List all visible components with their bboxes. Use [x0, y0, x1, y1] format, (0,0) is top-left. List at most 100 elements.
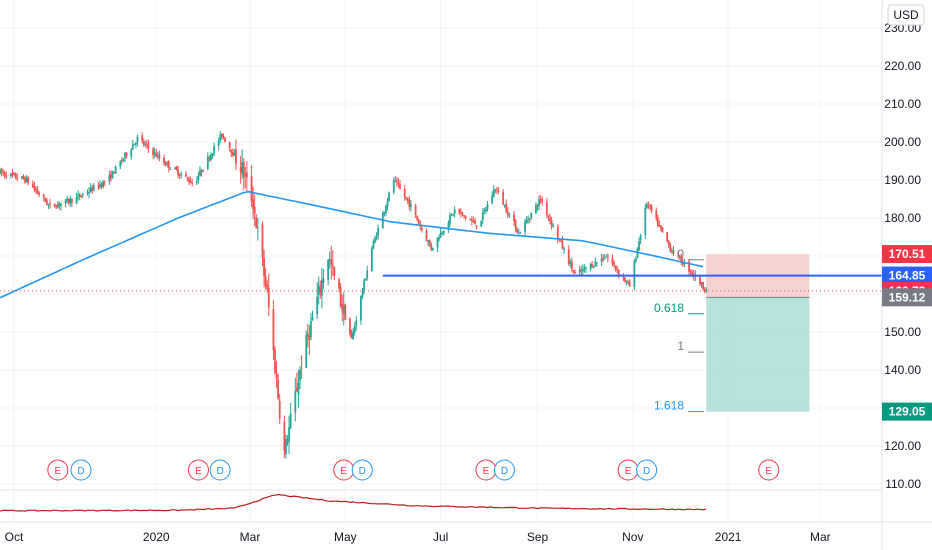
candle-body: [86, 192, 89, 194]
candle-body: [506, 211, 509, 215]
candle-body: [639, 235, 642, 241]
price-tag: 129.05: [882, 402, 932, 421]
candle-body: [228, 142, 231, 149]
candle-body: [395, 180, 398, 182]
candle-body: [322, 278, 325, 283]
candle-body: [283, 421, 286, 452]
candle-body: [377, 227, 380, 236]
drawn-lines[interactable]: [0, 274, 882, 292]
y-tick-label: 110.00: [885, 477, 921, 491]
candle-body: [405, 196, 408, 199]
candle-body: [206, 156, 209, 169]
candle-body: [277, 379, 280, 399]
candle-body: [475, 225, 478, 228]
candle-body: [549, 217, 551, 221]
fib-extension-tool[interactable]: 0 0.618 1 1.618: [654, 247, 704, 413]
candle-body: [38, 192, 40, 196]
candle-body: [617, 269, 620, 275]
candle-body: [49, 203, 51, 205]
candle-body: [366, 270, 369, 279]
candle-body: [147, 144, 150, 149]
candle-body: [616, 269, 619, 271]
candle-body: [289, 413, 292, 428]
candle-body: [474, 220, 476, 225]
candle-body: [78, 194, 81, 197]
fib-level-label: 0: [677, 247, 684, 261]
x-tick-label: May: [334, 530, 357, 544]
candle-body: [360, 296, 362, 321]
candle-body: [545, 202, 548, 215]
candle-body: [613, 262, 615, 266]
candle-body: [449, 215, 451, 224]
candle-body: [264, 275, 267, 287]
candle-body: [0, 169, 1, 174]
dividend-marker: D: [636, 459, 658, 481]
candle-body: [135, 142, 137, 144]
position-tool[interactable]: [706, 254, 810, 412]
candle-body: [253, 206, 256, 214]
candle-body: [530, 212, 533, 219]
candle-body: [66, 198, 69, 201]
candle-body: [458, 208, 461, 214]
candle-body: [680, 256, 683, 263]
event-label: E: [625, 466, 632, 477]
dividend-marker: D: [493, 459, 515, 481]
candle-body: [461, 213, 464, 215]
candle-body: [386, 201, 389, 207]
candle-body: [239, 167, 242, 173]
price-tag: 170.51: [882, 245, 932, 264]
candle-body: [330, 259, 333, 265]
candle-body: [364, 278, 367, 281]
candle-body: [508, 214, 511, 216]
price-tag-label: 159.12: [889, 290, 926, 304]
time-axis[interactable]: Oct 2020 Mar May Jul Sep Nov 2021 Mar: [0, 521, 932, 544]
candle-body: [119, 161, 122, 168]
candle-body: [524, 222, 526, 232]
candle-body: [230, 149, 233, 153]
candle-body: [113, 171, 115, 174]
currency-button[interactable]: USD: [887, 4, 925, 26]
candle-body: [224, 137, 226, 142]
candle-body: [242, 162, 245, 178]
candle-body: [439, 232, 442, 238]
candle-body: [349, 318, 351, 335]
candle-body: [220, 133, 223, 137]
candle-body: [108, 175, 111, 182]
candle-body: [294, 391, 297, 413]
candle-body: [89, 187, 92, 192]
candle-body: [472, 220, 475, 222]
candle-body: [408, 200, 411, 208]
candle-body: [14, 173, 17, 178]
candle-body: [42, 194, 45, 198]
candle-body: [288, 427, 290, 442]
candle-body: [11, 172, 14, 175]
event-circle: [758, 459, 780, 481]
candle-body: [583, 267, 586, 269]
candle-body: [328, 259, 331, 261]
candle-body: [394, 180, 397, 182]
candle-body: [539, 198, 542, 201]
candle-body: [702, 281, 705, 290]
candle-body: [505, 203, 508, 212]
candle-body: [33, 185, 36, 190]
candle-body: [538, 199, 540, 206]
candle-body: [528, 218, 531, 220]
candle-body: [705, 290, 708, 292]
grid-lines: [0, 0, 882, 522]
candle-body: [189, 181, 192, 184]
x-tick-label: Mar: [810, 530, 831, 544]
candle-body: [677, 253, 680, 255]
candle-body: [272, 308, 275, 351]
candle-body: [567, 249, 570, 264]
candle-body: [92, 185, 95, 191]
candle-body: [267, 287, 270, 308]
candle-body: [399, 184, 401, 189]
candle-body: [91, 187, 94, 192]
candle-body: [111, 170, 114, 178]
candle-body: [55, 207, 58, 209]
candle-body: [691, 272, 694, 275]
price-tag-bg: [882, 245, 932, 264]
candle-body: [541, 199, 544, 203]
candle-body: [233, 152, 236, 156]
